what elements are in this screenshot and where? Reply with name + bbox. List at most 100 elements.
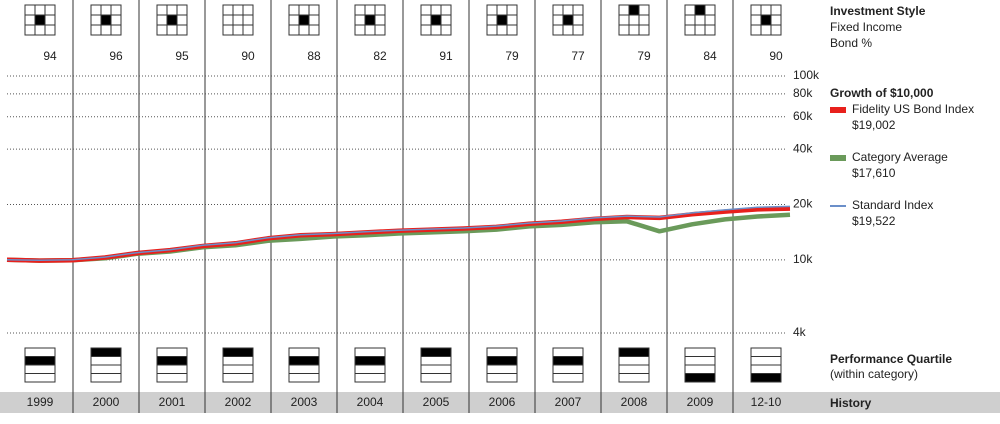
style-grid	[100, 4, 112, 16]
y-tick-label: 4k	[793, 325, 807, 339]
style-grid	[176, 14, 188, 26]
style-grid	[770, 14, 782, 26]
style-grid	[374, 24, 386, 36]
style-grid	[44, 24, 56, 36]
bond-pct: 95	[175, 49, 189, 63]
quartile-grid	[24, 347, 56, 357]
style-grid	[298, 24, 310, 36]
style-grid	[750, 4, 762, 16]
legend-value: $19,002	[852, 118, 896, 132]
quartile-fill	[25, 356, 55, 365]
style-grid	[506, 24, 518, 36]
quartile-grid	[684, 356, 716, 366]
style-grid	[166, 24, 178, 36]
style-grid	[430, 24, 442, 36]
quartile-subtitle: (within category)	[830, 367, 918, 381]
style-grid	[166, 4, 178, 16]
style-grid	[34, 4, 46, 16]
quartile-fill	[289, 356, 319, 365]
style-title: Investment Style	[830, 4, 926, 18]
style-grid	[430, 4, 442, 16]
style-grid	[704, 24, 716, 36]
style-grid	[24, 24, 36, 36]
quartile-grid	[222, 356, 254, 366]
bond-pct: 94	[43, 49, 57, 63]
legend-name: Category Average	[852, 150, 948, 164]
style-grid	[156, 24, 168, 36]
style-grid	[704, 14, 716, 26]
style-grid	[618, 4, 630, 16]
quartile-grid	[24, 373, 56, 383]
quartile-grid	[618, 373, 650, 383]
year-label: 2002	[225, 395, 252, 409]
style-grid	[24, 14, 36, 26]
legend-swatch	[830, 107, 846, 113]
quartile-grid	[90, 373, 122, 383]
quartile-grid	[750, 373, 782, 383]
quartile-grid	[222, 364, 254, 374]
style-grid	[694, 14, 706, 26]
style-grid	[298, 4, 310, 16]
bond-pct: 90	[769, 49, 783, 63]
style-grid	[552, 14, 564, 26]
legend-value: $19,522	[852, 214, 896, 228]
style-grid	[232, 14, 244, 26]
series-line	[6, 205, 791, 261]
y-tick-label: 80k	[793, 86, 813, 100]
bond-pct: 90	[241, 49, 255, 63]
style-grid	[222, 4, 234, 16]
quartile-grid	[420, 364, 452, 374]
style-grid	[628, 24, 640, 36]
style-grid	[572, 14, 584, 26]
quartile-grid	[684, 373, 716, 383]
style-grid	[496, 24, 508, 36]
year-label: 2004	[357, 395, 384, 409]
quartile-grid	[288, 364, 320, 374]
style-grid	[506, 14, 518, 26]
bond-pct: 84	[703, 49, 717, 63]
style-grid	[440, 14, 452, 26]
quartile-fill	[487, 356, 517, 365]
quartile-grid	[684, 364, 716, 374]
style-grid	[486, 24, 498, 36]
quartile-grid	[486, 347, 518, 357]
style-label: Bond %	[830, 36, 872, 50]
quartile-fill	[751, 373, 781, 382]
style-grid	[684, 24, 696, 36]
style-grid	[364, 4, 376, 16]
style-cell	[35, 15, 45, 25]
style-grid	[242, 4, 254, 16]
year-label: 2001	[159, 395, 186, 409]
style-grid	[354, 14, 366, 26]
quartile-title: Performance Quartile	[830, 352, 952, 366]
style-grid	[496, 4, 508, 16]
quartile-grid	[552, 364, 584, 374]
style-grid	[308, 24, 320, 36]
style-grid	[222, 14, 234, 26]
style-grid	[638, 4, 650, 16]
quartile-fill	[421, 348, 451, 357]
style-grid	[242, 14, 254, 26]
style-grid	[156, 4, 168, 16]
quartile-fill	[355, 356, 385, 365]
quartile-grid	[552, 347, 584, 357]
style-grid	[684, 14, 696, 26]
quartile-fill	[157, 356, 187, 365]
quartile-grid	[156, 364, 188, 374]
quartile-grid	[618, 364, 650, 374]
style-grid	[506, 4, 518, 16]
style-grid	[156, 14, 168, 26]
style-grid	[638, 24, 650, 36]
style-grid	[552, 24, 564, 36]
style-grid	[440, 24, 452, 36]
style-grid	[222, 24, 234, 36]
quartile-grid	[354, 373, 386, 383]
quartile-grid	[156, 373, 188, 383]
year-label: 1999	[27, 395, 54, 409]
quartile-grid	[420, 373, 452, 383]
quartile-fill	[685, 373, 715, 382]
style-grid	[562, 4, 574, 16]
legend-swatch	[830, 155, 846, 161]
style-grid	[176, 4, 188, 16]
